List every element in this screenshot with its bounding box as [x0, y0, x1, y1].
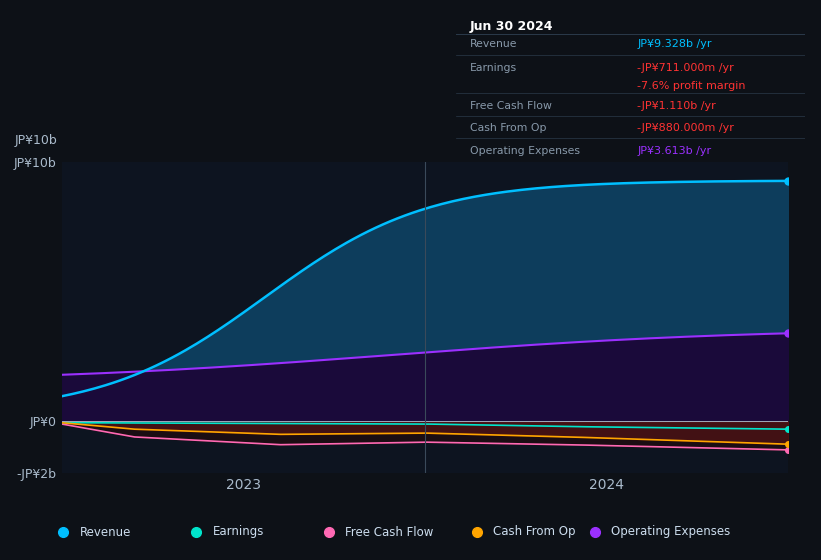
Text: JP¥3.613b /yr: JP¥3.613b /yr [637, 146, 711, 156]
Text: Revenue: Revenue [470, 39, 517, 49]
Text: -JP¥880.000m /yr: -JP¥880.000m /yr [637, 123, 734, 133]
Text: -JP¥711.000m /yr: -JP¥711.000m /yr [637, 63, 734, 73]
Text: JP¥10b: JP¥10b [14, 134, 57, 147]
Text: Free Cash Flow: Free Cash Flow [346, 525, 433, 539]
Text: JP¥9.328b /yr: JP¥9.328b /yr [637, 39, 712, 49]
Text: Free Cash Flow: Free Cash Flow [470, 101, 552, 111]
Text: Earnings: Earnings [470, 63, 516, 73]
Text: Cash From Op: Cash From Op [470, 123, 546, 133]
Text: -JP¥1.110b /yr: -JP¥1.110b /yr [637, 101, 716, 111]
Text: -7.6% profit margin: -7.6% profit margin [637, 81, 745, 91]
Text: Cash From Op: Cash From Op [493, 525, 576, 539]
Text: Revenue: Revenue [80, 525, 131, 539]
Text: Operating Expenses: Operating Expenses [612, 525, 731, 539]
Text: Earnings: Earnings [213, 525, 264, 539]
Text: Jun 30 2024: Jun 30 2024 [470, 20, 553, 33]
Text: Operating Expenses: Operating Expenses [470, 146, 580, 156]
